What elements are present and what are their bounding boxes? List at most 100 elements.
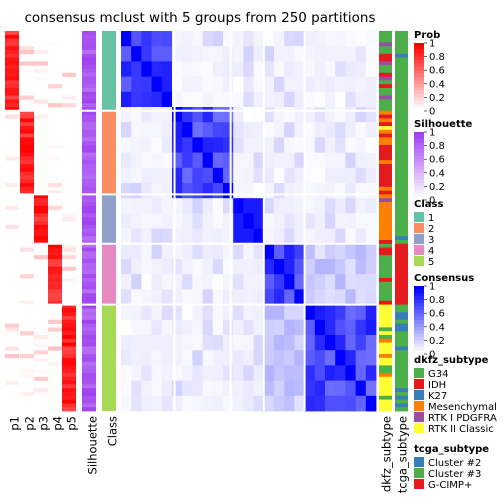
consensus-cell	[161, 46, 173, 62]
consensus-cell	[345, 107, 356, 123]
consensus-cell	[172, 122, 183, 138]
silhouette-cell	[82, 285, 96, 290]
consensus-cell	[121, 107, 132, 123]
consensus-cell	[335, 304, 346, 321]
prob-cell	[48, 202, 62, 207]
consensus-cell	[263, 107, 275, 123]
prob-cell	[34, 205, 48, 210]
consensus-cell	[304, 213, 316, 229]
annotation-cell	[379, 300, 392, 305]
annotation-cell	[395, 243, 408, 248]
consensus-cell	[314, 198, 326, 214]
consensus-cell	[355, 395, 367, 412]
legend-tick-label: 0.6	[429, 66, 445, 77]
legend-gradient-step	[414, 183, 424, 187]
consensus-cell	[233, 137, 244, 153]
legend-gradient-step	[414, 323, 424, 328]
consensus-cell	[161, 228, 173, 245]
legend-title: tcga_subtype	[414, 444, 489, 455]
legend-swatch	[414, 223, 424, 233]
consensus-cell	[161, 304, 173, 321]
consensus-cell	[172, 46, 183, 62]
consensus-cell	[263, 76, 275, 93]
consensus-cell	[365, 137, 377, 153]
annotation-cell	[395, 270, 408, 275]
prob-cell	[34, 228, 48, 233]
annotation-cell	[395, 221, 408, 226]
consensus-cell	[121, 198, 132, 214]
consensus-cell	[294, 259, 305, 275]
silhouette-cell	[82, 312, 96, 317]
silhouette-cell	[82, 50, 96, 55]
consensus-cell	[243, 167, 254, 184]
consensus-cell	[233, 91, 244, 108]
prob-cell	[5, 50, 19, 55]
consensus-cell	[212, 213, 224, 229]
consensus-cell	[182, 46, 193, 62]
consensus-cell	[161, 76, 173, 93]
silhouette-cell	[82, 308, 96, 313]
consensus-cell	[243, 319, 254, 336]
annotation-cell	[379, 323, 392, 328]
consensus-cell	[223, 31, 234, 47]
consensus-cell	[274, 319, 285, 336]
annotation-cell	[379, 31, 392, 36]
silhouette-cell	[82, 137, 96, 142]
prob-cell	[20, 137, 34, 142]
prob-cell	[48, 183, 62, 188]
consensus-cell	[151, 183, 163, 199]
consensus-cell	[202, 228, 214, 245]
consensus-cell	[202, 107, 214, 123]
prob-cell	[48, 205, 62, 210]
silhouette-cell	[82, 118, 96, 123]
consensus-cell	[355, 289, 367, 305]
consensus-cell	[131, 335, 142, 351]
silhouette-cell	[82, 160, 96, 165]
consensus-cell	[355, 243, 367, 260]
legend-swatch	[414, 423, 424, 433]
consensus-cell	[192, 122, 203, 138]
annotation-cell	[379, 243, 392, 248]
consensus-cell	[365, 152, 377, 169]
prob-cell	[20, 118, 34, 123]
legend-gradient-step	[414, 320, 424, 324]
consensus-cell	[335, 213, 346, 229]
consensus-cell	[161, 259, 173, 275]
silhouette-cell	[82, 65, 96, 70]
annotation-cell	[395, 126, 408, 131]
legend-tick-label: 0.8	[429, 141, 445, 152]
consensus-cell	[294, 304, 305, 321]
consensus-cell	[314, 274, 326, 290]
consensus-cell	[365, 183, 377, 199]
consensus-cell	[212, 319, 224, 336]
consensus-cell	[253, 46, 265, 62]
consensus-cell	[325, 335, 336, 351]
consensus-cell	[314, 380, 326, 397]
prob-cell	[62, 395, 76, 400]
prob-cell	[34, 50, 48, 55]
consensus-cell	[294, 380, 305, 397]
consensus-cell	[355, 335, 367, 351]
consensus-cell	[223, 213, 234, 229]
consensus-cell	[345, 274, 356, 290]
annotation-cell	[379, 297, 392, 302]
consensus-cell	[365, 198, 377, 214]
annotation-cell	[379, 76, 392, 81]
consensus-cell	[294, 395, 305, 412]
consensus-cell	[263, 319, 275, 336]
silhouette-cell	[82, 122, 96, 127]
consensus-cell	[294, 274, 305, 290]
consensus-cell	[233, 31, 244, 47]
consensus-cell	[182, 122, 193, 138]
consensus-cell	[274, 243, 285, 260]
consensus-matrix	[121, 31, 377, 412]
consensus-cell	[314, 137, 326, 153]
consensus-cell	[131, 213, 142, 229]
consensus-cell	[365, 213, 377, 229]
consensus-cell	[365, 259, 377, 275]
annotation-cell	[395, 118, 408, 123]
consensus-cell	[212, 31, 224, 47]
consensus-cell	[335, 289, 346, 305]
legend-swatch	[414, 368, 424, 378]
